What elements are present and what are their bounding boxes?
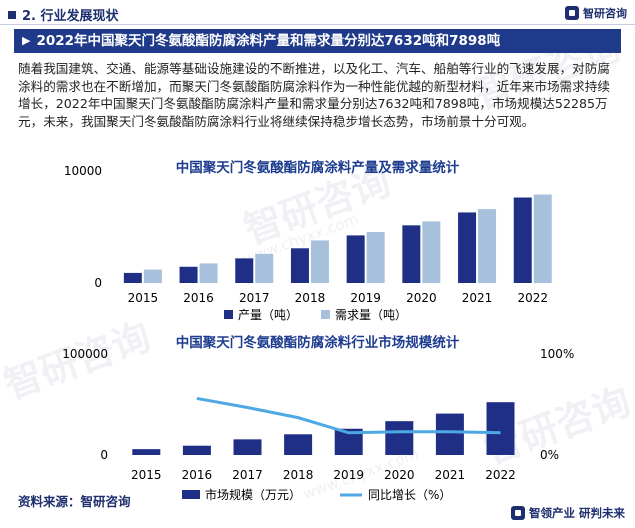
- bar-production: [179, 266, 198, 283]
- x-tick-label: 2015: [131, 468, 162, 482]
- bar-market-size: [233, 439, 262, 455]
- bar-demand: [199, 263, 218, 283]
- x-tick-label: 2020: [406, 291, 437, 305]
- legend-swatch-demand: [321, 310, 330, 319]
- bar-production: [290, 248, 309, 283]
- chart-1-title: 中国聚天门冬氨酸酯防腐涂料产量及需求量统计: [175, 160, 460, 176]
- market-size-chart: 0 100000 0% 100% 2015 2016 2017 2018 2019 2020 202…: [62, 347, 574, 502]
- legend-label-market-size: 市场规模（万元）: [205, 487, 301, 502]
- x-tick-label: 2019: [350, 291, 381, 305]
- legend-swatch-market-size: [182, 490, 200, 499]
- x-tick-label: 2022: [485, 468, 516, 482]
- production-demand-chart: 0 10000 2015 2016 2017 2018 2019 2020 2021 2022 产量…: [64, 164, 552, 322]
- header-divider: [0, 24, 635, 25]
- x-tick-label: 2016: [182, 468, 213, 482]
- x-tick-label: 2020: [384, 468, 415, 482]
- y-tick-label: 0: [94, 276, 102, 290]
- bar-production: [458, 212, 477, 283]
- bar-demand: [366, 232, 385, 283]
- legend-swatch-production: [224, 310, 233, 319]
- chevron-right-icon: ▶: [22, 34, 31, 47]
- bar-demand: [143, 269, 162, 283]
- bar-production: [402, 225, 421, 283]
- x-tick-label: 2019: [333, 468, 364, 482]
- x-tick-label: 2017: [232, 468, 263, 482]
- bar-demand: [310, 240, 329, 283]
- x-tick-label: 2018: [295, 291, 326, 305]
- chart-2-title: 中国聚天门冬氨酸酯防腐涂料行业市场规模统计: [175, 335, 460, 351]
- x-tick-label: 2021: [435, 468, 466, 482]
- y-right-tick-label: 0%: [540, 448, 559, 462]
- x-tick-label: 2018: [283, 468, 314, 482]
- y-left-tick-label: 100000: [62, 347, 108, 361]
- brand-logo: 智研咨询: [565, 5, 627, 21]
- x-tick-label: 2017: [239, 291, 270, 305]
- bar-market-size: [182, 445, 211, 455]
- legend-label-production: 产量（吨）: [238, 308, 298, 322]
- section-marker-icon: [8, 11, 16, 19]
- bar-production: [235, 258, 254, 283]
- x-tick-label: 2022: [517, 291, 548, 305]
- legend-label-growth: 同比增长（%）: [368, 488, 451, 502]
- body-paragraph: 随着我国建筑、交通、能源等基础设施建设的不断推进，以及化工、汽车、船舶等行业的飞…: [18, 61, 610, 129]
- y-tick-label: 10000: [64, 164, 102, 178]
- bar-demand: [533, 194, 552, 283]
- section-title: 2. 行业发展现状: [8, 5, 119, 24]
- bar-demand: [255, 253, 274, 283]
- y-left-tick-label: 0: [100, 448, 108, 462]
- footer-slogan: 智领产业 研判未来: [510, 505, 625, 521]
- bar-market-size: [486, 402, 515, 455]
- x-tick-label: 2015: [128, 291, 159, 305]
- data-source: 资料来源：智研咨询: [18, 494, 131, 509]
- bar-demand: [422, 221, 441, 283]
- bar-production: [123, 272, 142, 283]
- headline-banner: ▶ 2022年中国聚天门冬氨酸酯防腐涂料产量和需求量分别达7632吨和7898吨: [14, 29, 621, 53]
- y-right-tick-label: 100%: [540, 347, 574, 361]
- brand-name: 智研咨询: [583, 7, 627, 20]
- bar-market-size: [435, 413, 464, 455]
- brand-logo-icon: [565, 6, 579, 20]
- x-tick-label: 2016: [183, 291, 214, 305]
- bar-production: [513, 197, 532, 283]
- growth-rate-line: [196, 396, 501, 435]
- legend-label-demand: 需求量（吨）: [335, 308, 407, 322]
- bar-market-size: [284, 434, 313, 455]
- bar-market-size: [132, 449, 161, 455]
- bar-demand: [478, 209, 497, 283]
- bar-market-size: [385, 421, 414, 455]
- x-tick-label: 2021: [462, 291, 493, 305]
- brand-logo-icon: [510, 506, 525, 520]
- bar-production: [346, 235, 365, 283]
- headline-text: 2022年中国聚天门冬氨酸酯防腐涂料产量和需求量分别达7632吨和7898吨: [36, 33, 501, 49]
